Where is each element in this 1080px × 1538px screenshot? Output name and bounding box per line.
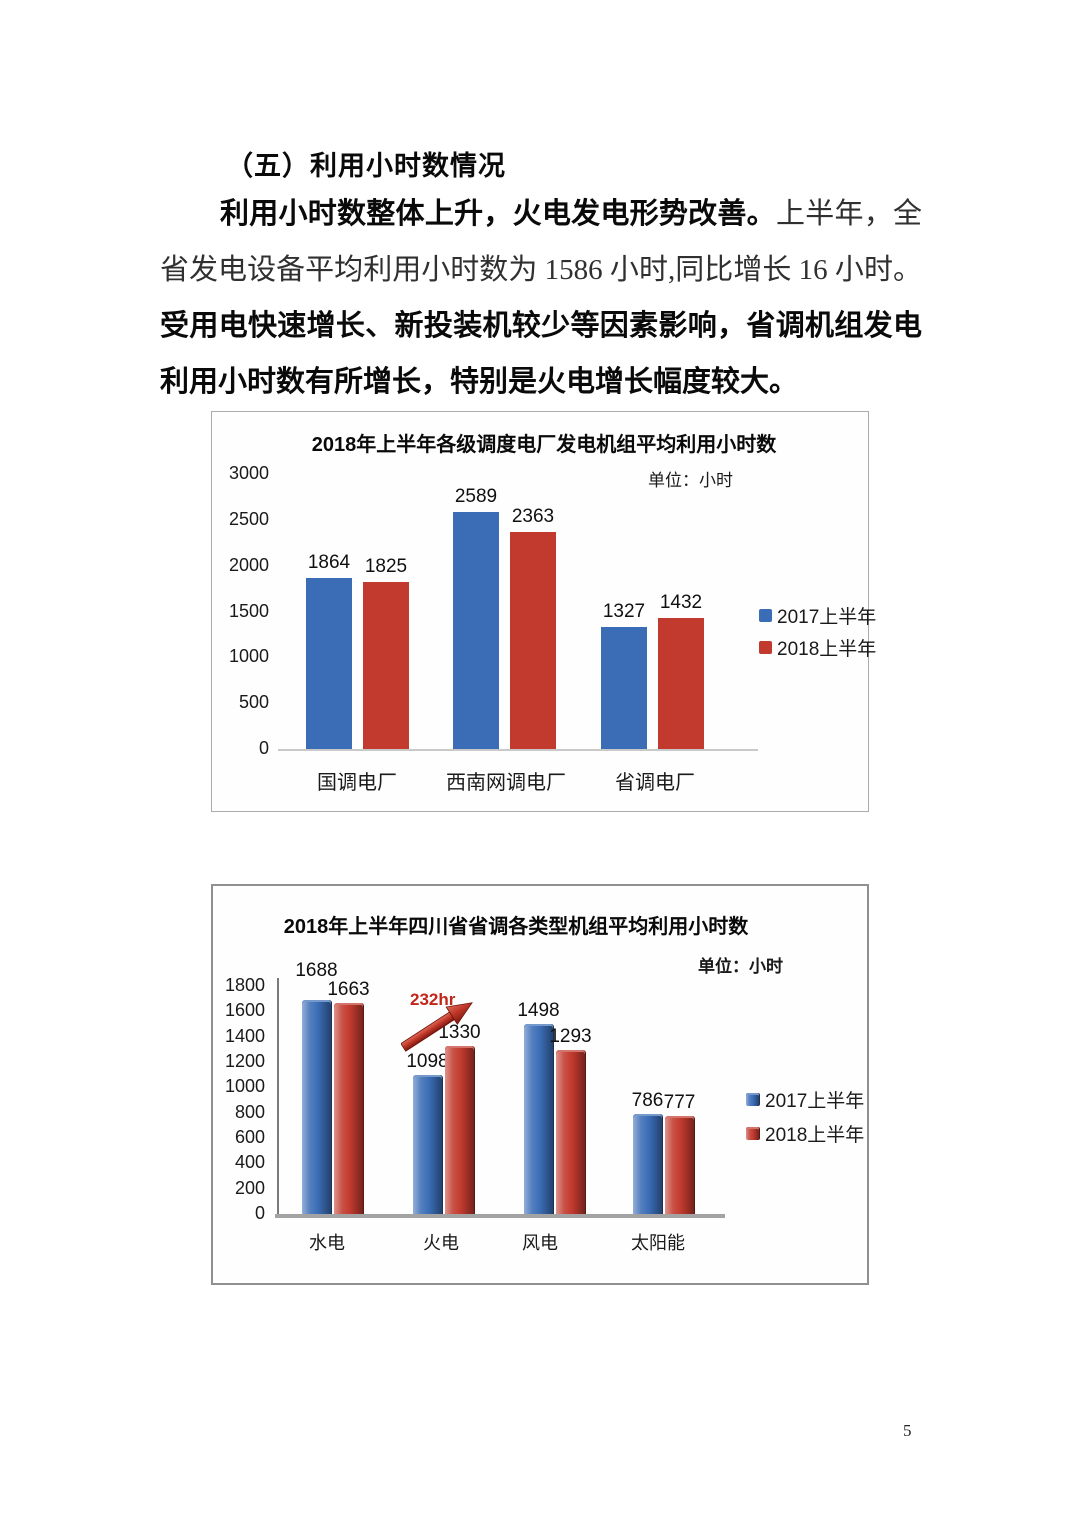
body-paragraph: 利用小时数整体上升，火电发电形势改善。上半年，全省发电设备平均利用小时数为 15… xyxy=(160,186,922,410)
legend-swatch-series-1 xyxy=(759,641,772,654)
y-tick-label: 600 xyxy=(234,1127,265,1147)
bar-value-label: 2363 xyxy=(511,506,555,528)
bar-series-1 xyxy=(665,1115,695,1214)
legend-label: 2017上半年 xyxy=(765,1091,865,1112)
bar-series-0 xyxy=(306,578,352,749)
bar-value-label: 1432 xyxy=(659,591,703,613)
y-tick-label: 2000 xyxy=(228,554,269,575)
y-tick-label: 200 xyxy=(234,1177,265,1198)
chart-province-unit-type-hours: 2018年上半年四川省省调各类型机组平均利用小时数单位：小时 0 200 400 600… xyxy=(211,884,869,1285)
bar-value-label: 1663 xyxy=(327,979,370,1001)
bar-value-label: 786 xyxy=(631,1090,664,1112)
bar-value-label: 2589 xyxy=(454,485,498,507)
bar-series-0 xyxy=(601,627,647,749)
bar-series-1 xyxy=(445,1045,475,1214)
bar-series-1 xyxy=(658,617,704,749)
growth-arrow-icon xyxy=(400,996,485,1054)
bar-value-label: 1688 xyxy=(295,960,338,982)
unit-label: 单位：小时 xyxy=(648,471,733,490)
unit-label: 单位：小时 xyxy=(698,957,783,976)
category-label: 风电 xyxy=(522,1233,558,1253)
legend-label: 2018上半年 xyxy=(777,639,877,660)
bar-series-0 xyxy=(453,511,499,749)
y-tick-label: 1200 xyxy=(224,1051,265,1071)
legend-item: 2018上半年 xyxy=(746,1120,864,1147)
legend-item: 2018上半年 xyxy=(759,634,876,661)
section-heading: （五）利用小时数情况 xyxy=(226,151,506,181)
bar-value-label: 1498 xyxy=(517,1000,560,1022)
y-tick-label: 500 xyxy=(238,692,269,713)
y-tick-label: 2500 xyxy=(228,508,269,529)
bar-value-label: 1327 xyxy=(602,601,646,623)
legend-item: 2017上半年 xyxy=(746,1086,864,1113)
bar-series-1 xyxy=(510,532,556,749)
y-tick-label: 800 xyxy=(234,1101,265,1122)
bar-series-0 xyxy=(413,1074,443,1214)
paragraph-regular-text: 上半年，全省发电设备平均利用小时数为 1586 小时,同比增长 16 小时。 xyxy=(160,198,922,286)
legend-swatch-series-1 xyxy=(746,1127,760,1140)
bar-value-label: 1293 xyxy=(549,1026,592,1048)
category-label: 太阳能 xyxy=(631,1233,685,1253)
chart-title: 2018年上半年各级调度电厂发电机组平均利用小时数 xyxy=(311,434,777,456)
category-label: 西南网调电厂 xyxy=(446,772,566,794)
bar-value-label: 1098 xyxy=(406,1050,449,1072)
y-tick-label: 400 xyxy=(234,1152,265,1173)
legend-swatch-series-0 xyxy=(746,1093,760,1106)
category-label: 火电 xyxy=(423,1233,459,1253)
x-axis-line xyxy=(278,749,758,751)
bar-value-label: 777 xyxy=(663,1091,696,1113)
legend-label: 2018上半年 xyxy=(765,1125,865,1146)
chart-title: 2018年上半年四川省省调各类型机组平均利用小时数 xyxy=(283,916,749,938)
bar-series-1 xyxy=(363,581,409,749)
paragraph-bold-lead: 利用小时数整体上升，火电发电形势改善。 xyxy=(220,198,776,230)
category-label: 省调电厂 xyxy=(615,772,695,794)
legend-item: 2017上半年 xyxy=(759,602,876,629)
page-number: 5 xyxy=(903,1421,912,1440)
bar-series-0 xyxy=(633,1114,663,1214)
chart-dispatch-plant-hours: 2018年上半年各级调度电厂发电机组平均利用小时数单位：小时 0 500 1000 15… xyxy=(211,411,876,812)
legend-swatch-series-0 xyxy=(759,609,772,622)
category-label: 水电 xyxy=(309,1233,345,1253)
bar-value-label: 1825 xyxy=(364,555,408,577)
y-tick-label: 1000 xyxy=(228,646,269,667)
y-tick-label: 1600 xyxy=(224,1000,265,1021)
y-tick-label: 1500 xyxy=(228,600,269,621)
y-tick-label: 3000 xyxy=(228,463,269,483)
y-tick-label: 1800 xyxy=(224,975,265,995)
y-tick-label: 0 xyxy=(254,1203,265,1223)
x-axis-line xyxy=(275,1214,725,1218)
bar-value-label: 1330 xyxy=(438,1021,481,1043)
y-axis-line xyxy=(277,978,279,1214)
bar-series-1 xyxy=(334,1003,364,1214)
y-tick-label: 1400 xyxy=(224,1025,265,1046)
category-label: 国调电厂 xyxy=(317,772,397,794)
bar-series-1 xyxy=(556,1050,586,1214)
bar-series-0 xyxy=(302,1000,332,1214)
legend-label: 2017上半年 xyxy=(777,607,877,628)
paragraph-bold-tail: 受用电快速增长、新投装机较少等因素影响，省调机组发电利用小时数有所增长，特别是火… xyxy=(160,310,922,398)
y-tick-label: 1000 xyxy=(224,1076,265,1097)
bar-value-label: 1864 xyxy=(307,552,351,574)
bar-series-0 xyxy=(524,1024,554,1214)
growth-annotation-label: 232hr xyxy=(410,990,456,1009)
y-tick-label: 0 xyxy=(258,738,269,758)
